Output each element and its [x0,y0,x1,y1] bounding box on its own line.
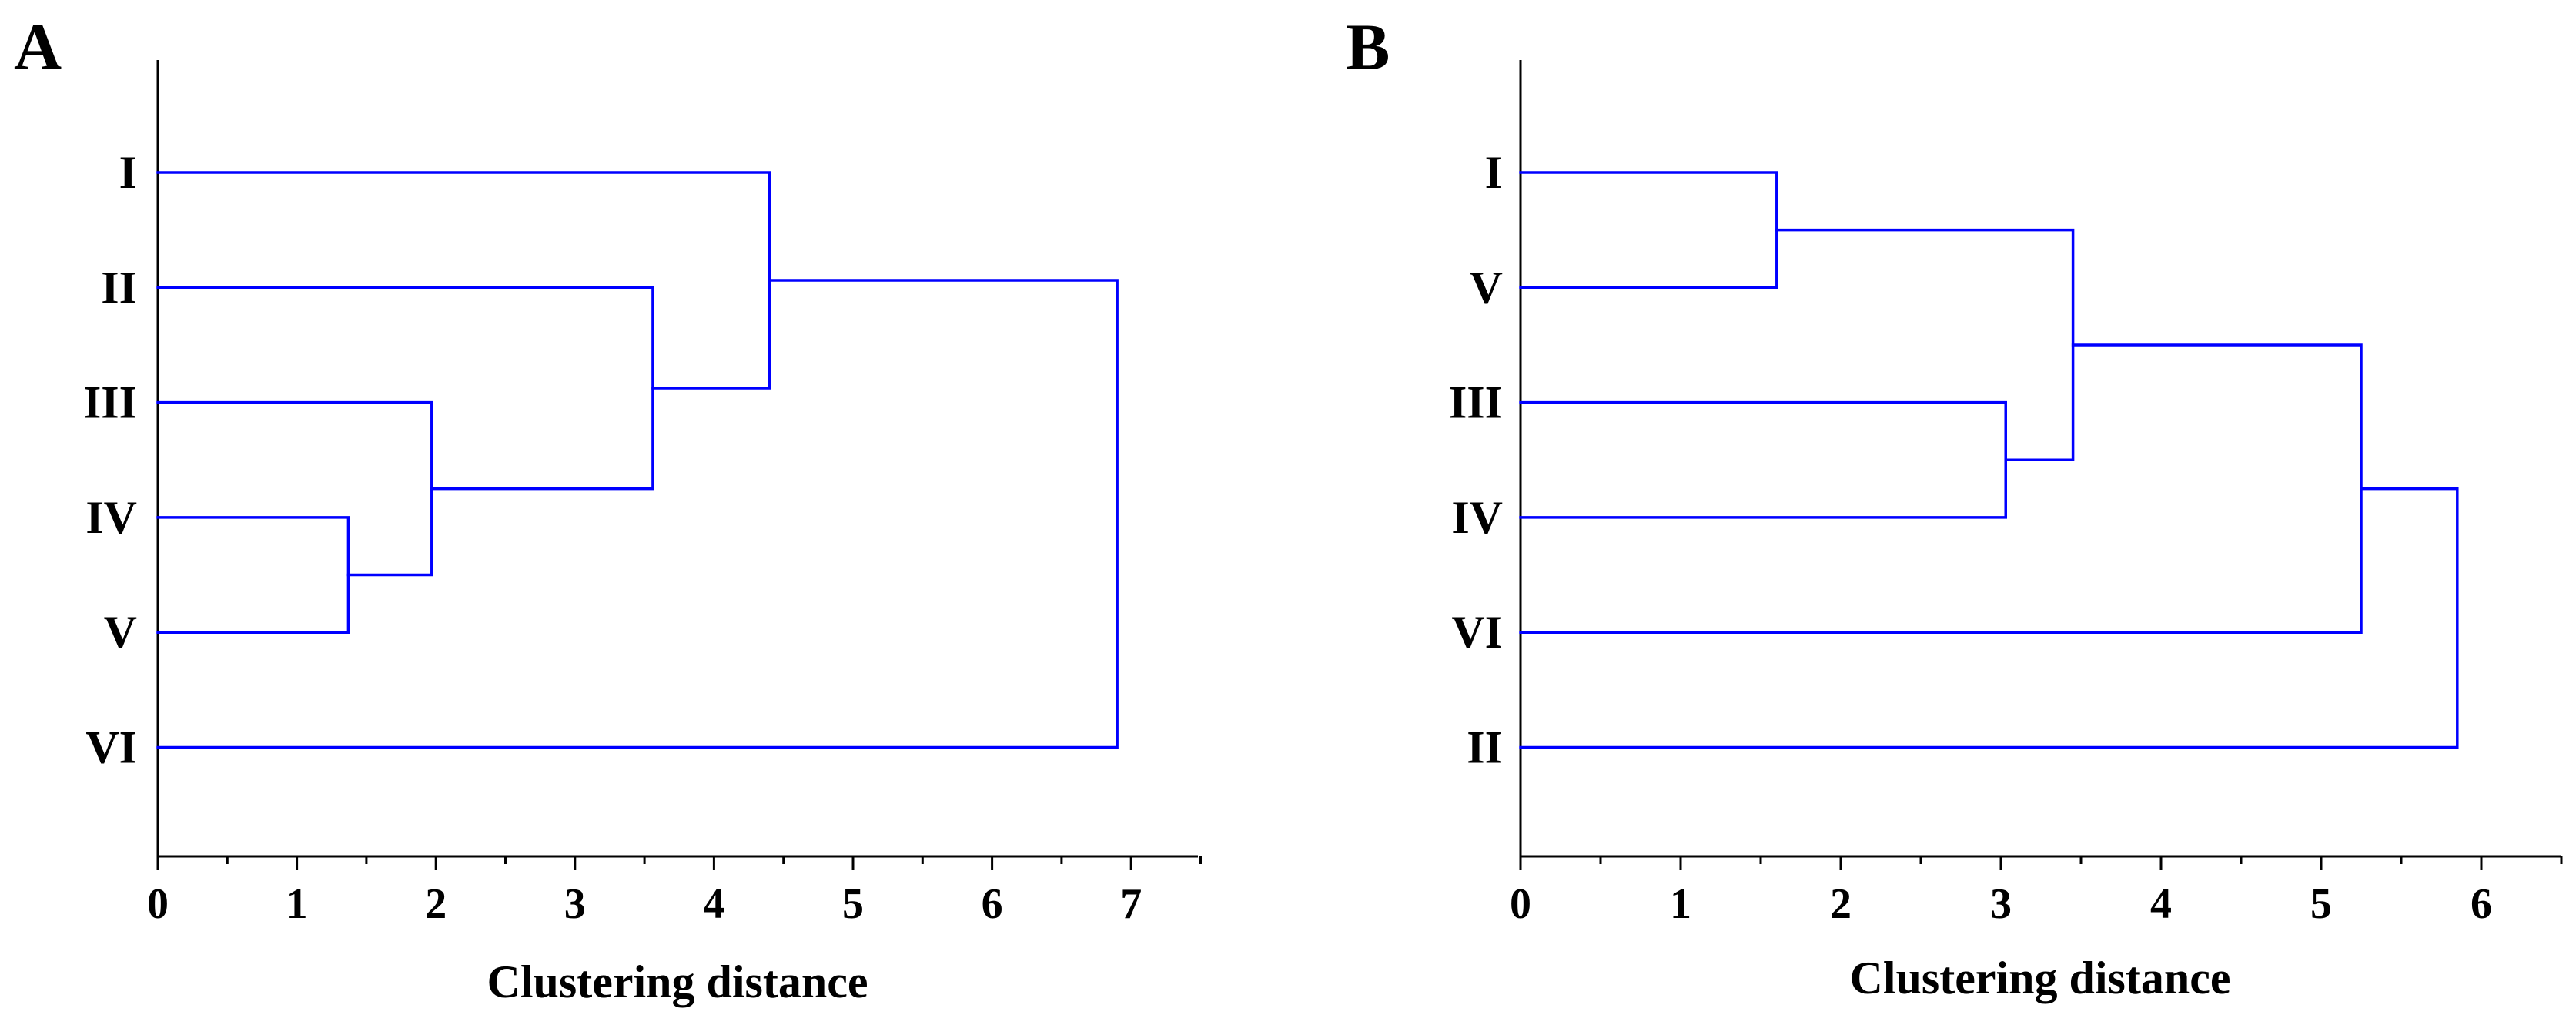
leaf-label: VI [85,722,137,773]
x-tick-label: 0 [147,880,169,928]
panel-label-a: A [14,10,62,84]
leaf-label: II [101,262,137,313]
dendrogram-branch [1519,343,2363,634]
leaf-label: V [104,607,137,658]
x-axis-title-b: Clustering distance [1850,953,2231,1003]
dendrogram-branch [1775,228,2075,461]
leaf-label: IV [85,492,137,543]
x-ticks-a [156,856,1202,870]
x-tick-label: 1 [286,880,308,928]
x-tick-labels-b: 0 1 2 3 4 5 6 [1510,880,2492,928]
x-tick-label: 2 [425,880,447,928]
x-tick-label: 7 [1120,880,1142,928]
dendrogram-branch [1519,400,2007,519]
dendrogram-branch [1519,171,1778,290]
leaf-label: VI [1451,607,1503,658]
leaf-label: V [1470,262,1503,313]
leaf-label: II [1467,722,1503,773]
dendrogram-branches-a [156,171,1119,749]
leaf-label: III [1449,377,1503,428]
x-tick-label: 4 [703,880,724,928]
x-tick-label: 2 [1830,880,1852,928]
x-axis-title-a: Clustering distance [487,956,868,1007]
dendrogram-branches-b [1519,171,2459,749]
x-tick-label: 6 [982,880,1003,928]
x-tick-label: 5 [2310,880,2332,928]
dendrogram-branch [156,171,771,390]
dendrogram-branch [1519,487,2459,749]
x-ticks-b [1519,856,2563,870]
x-tick-label: 4 [2150,880,2172,928]
dendrogram-branch [156,516,350,634]
leaf-label: IV [1451,492,1503,543]
leaf-label: I [119,147,137,198]
x-tick-label: 3 [564,880,586,928]
x-tick-labels-a: 0 1 2 3 4 5 6 7 [147,880,1142,928]
x-tick-label: 6 [2471,880,2492,928]
dendrogram-branch [156,400,433,577]
leaf-label: I [1485,147,1503,198]
x-tick-label: 5 [842,880,864,928]
x-tick-label: 0 [1510,880,1531,928]
dendrogram-branch [156,286,654,491]
x-tick-label: 3 [1990,880,2012,928]
leaf-label: III [83,377,137,428]
panel-label-b: B [1346,10,1390,84]
x-tick-label: 1 [1670,880,1691,928]
dendrogram-branch [156,279,1119,749]
